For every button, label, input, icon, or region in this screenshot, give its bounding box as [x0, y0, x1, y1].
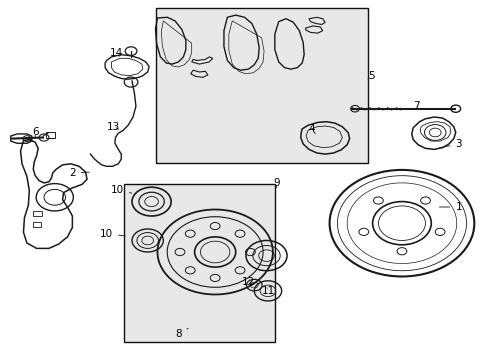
Text: 3: 3 [439, 139, 461, 149]
Text: 1: 1 [439, 202, 461, 212]
Text: 8: 8 [175, 328, 188, 339]
Bar [33, 211, 42, 216]
Text: 13: 13 [106, 122, 120, 132]
Text: 12: 12 [241, 276, 255, 287]
Text: 14: 14 [109, 48, 123, 58]
Bar [33, 222, 41, 227]
Bar [46, 132, 55, 138]
Text: 2: 2 [69, 168, 89, 178]
Text: 11: 11 [261, 286, 274, 296]
Text: 7: 7 [412, 101, 419, 111]
Bar [123, 184, 275, 342]
Text: 4: 4 [308, 124, 315, 134]
Text: 10: 10 [111, 185, 131, 195]
Bar [155, 8, 367, 163]
Text: 5: 5 [367, 71, 374, 81]
Text: 10: 10 [100, 229, 125, 239]
Text: 9: 9 [272, 178, 279, 188]
Text: 6: 6 [32, 127, 39, 138]
